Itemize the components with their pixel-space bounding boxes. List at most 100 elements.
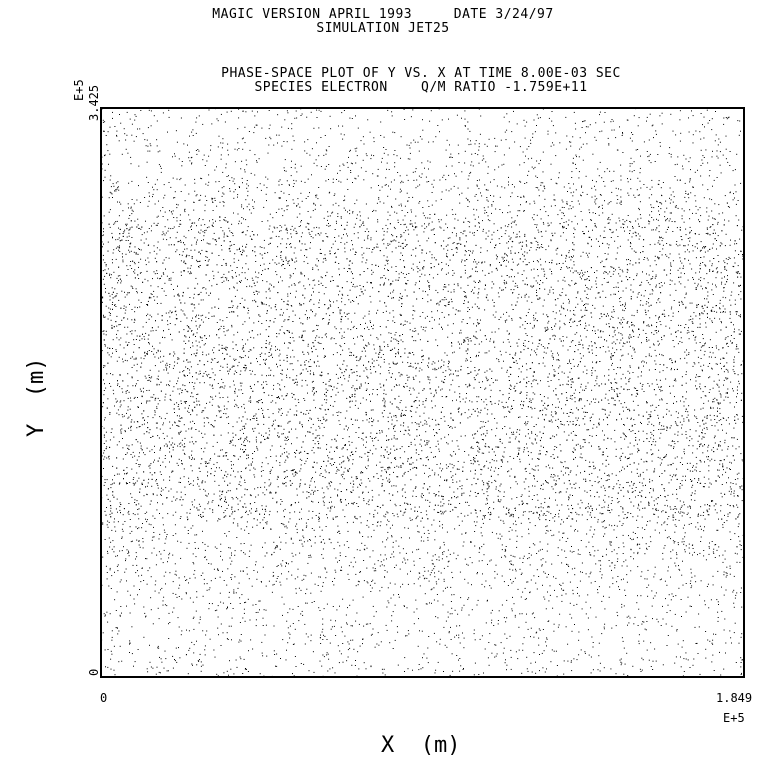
scatter-point [369, 623, 371, 625]
scatter-point [270, 456, 272, 457]
scatter-point [498, 238, 500, 240]
scatter-point [386, 629, 388, 631]
scatter-point [180, 274, 182, 276]
scatter-point [327, 653, 329, 655]
scatter-point [568, 566, 570, 567]
scatter-point [229, 311, 231, 313]
scatter-point [705, 559, 707, 561]
scatter-point [393, 363, 395, 365]
scatter-point [164, 418, 166, 420]
scatter-point [597, 669, 599, 671]
scatter-point [185, 593, 187, 595]
scatter-point [303, 541, 305, 543]
scatter-point [331, 481, 333, 483]
scatter-point [667, 464, 669, 466]
scatter-point [325, 313, 327, 315]
scatter-point [648, 418, 650, 419]
scatter-point [712, 387, 714, 389]
scatter-point [213, 278, 215, 280]
scatter-point [633, 558, 634, 560]
scatter-point [581, 502, 583, 504]
scatter-point [625, 559, 627, 561]
scatter-point [300, 273, 302, 275]
scatter-point [510, 276, 512, 278]
scatter-point [291, 561, 293, 563]
scatter-point [314, 583, 316, 585]
scatter-point [433, 519, 435, 521]
scatter-point [741, 672, 742, 674]
scatter-point [122, 259, 124, 261]
scatter-point [464, 254, 466, 256]
scatter-point [244, 272, 246, 274]
scatter-point [377, 439, 379, 441]
scatter-point [432, 555, 434, 557]
scatter-point [253, 467, 255, 469]
scatter-point [535, 424, 537, 426]
scatter-point [131, 419, 133, 421]
scatter-point [304, 450, 306, 452]
scatter-point [636, 519, 638, 521]
scatter-point [174, 659, 175, 660]
scatter-point [697, 653, 699, 654]
scatter-point [201, 432, 203, 434]
scatter-point [672, 516, 674, 518]
scatter-point [188, 542, 190, 544]
scatter-point [217, 568, 219, 570]
scatter-point [337, 377, 339, 379]
scatter-point [195, 610, 197, 612]
scatter-point [249, 510, 251, 512]
scatter-point [190, 271, 191, 273]
scatter-point [257, 494, 259, 496]
scatter-point [640, 294, 642, 296]
scatter-point [135, 526, 137, 528]
scatter-point [341, 293, 343, 295]
scatter-point [179, 371, 181, 373]
scatter-point [487, 235, 489, 237]
scatter-point [109, 567, 111, 569]
scatter-point [443, 551, 445, 553]
scatter-point [291, 552, 293, 554]
scatter-point [265, 381, 267, 383]
scatter-point [676, 552, 677, 554]
scatter-point [461, 343, 462, 345]
scatter-point [733, 257, 735, 259]
scatter-point [248, 464, 250, 466]
scatter-point [354, 665, 356, 666]
scatter-point [503, 617, 505, 619]
scatter-point [174, 563, 176, 565]
scatter-point [148, 432, 150, 434]
scatter-point [646, 325, 648, 327]
scatter-point [392, 546, 394, 548]
scatter-point [283, 312, 284, 314]
scatter-point [281, 596, 283, 598]
scatter-point [432, 563, 434, 565]
scatter-point [654, 648, 656, 650]
scatter-point [166, 536, 167, 538]
scatter-point [269, 225, 271, 227]
scatter-point [355, 660, 356, 661]
scatter-point [179, 446, 181, 448]
scatter-point [598, 642, 600, 644]
scatter-point [714, 544, 716, 546]
scatter-point [398, 241, 400, 243]
scatter-point [356, 285, 358, 287]
scatter-point [461, 413, 463, 415]
scatter-point [200, 463, 202, 465]
scatter-point [274, 262, 276, 264]
scatter-point [311, 517, 313, 519]
scatter-point [473, 633, 475, 635]
scatter-point [615, 448, 617, 450]
scatter-point [485, 338, 487, 340]
scatter-point [449, 486, 451, 488]
scatter-point [326, 486, 328, 488]
scatter-point [740, 330, 742, 332]
scatter-point [519, 557, 521, 559]
scatter-point [393, 316, 395, 318]
scatter-point [242, 249, 244, 251]
scatter-point [601, 521, 603, 523]
scatter-point [128, 232, 130, 234]
scatter-point [303, 578, 305, 580]
scatter-point [737, 526, 739, 528]
scatter-point [493, 508, 495, 510]
scatter-point [670, 576, 671, 578]
